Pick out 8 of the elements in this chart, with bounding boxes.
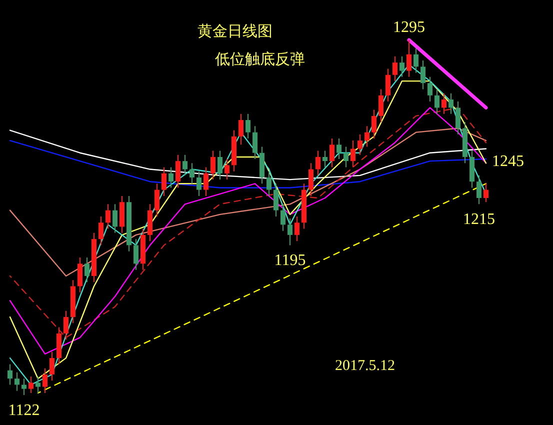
- annotation: 1295: [393, 19, 425, 36]
- annotation: 1215: [463, 211, 495, 228]
- chart-title: 黄金日线图: [198, 22, 272, 40]
- annotation: 2017.5.12: [335, 358, 395, 374]
- annotation: 1122: [8, 402, 40, 419]
- text: 1245: [492, 153, 524, 170]
- text: 低位触底反弹: [215, 50, 305, 68]
- annotation: 1195: [274, 252, 306, 270]
